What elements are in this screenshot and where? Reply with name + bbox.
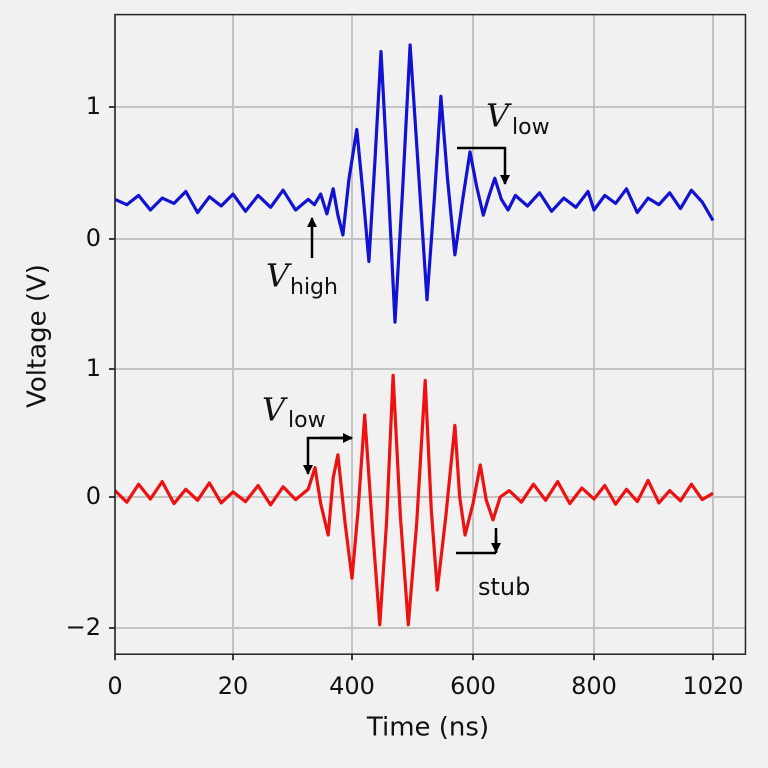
y-tick-label: 1 [86,354,101,382]
x-tick-label: 800 [571,672,617,700]
annotation: V [266,257,292,295]
x-tick-label: 600 [450,672,496,700]
y-tick-label: 0 [86,224,101,252]
annotation-arrow [456,528,498,555]
plot-frame [114,13,747,655]
line-series [115,43,715,324]
annotation: high [290,275,338,300]
annotation: V [262,391,288,429]
y-tick-label: 1 [86,92,101,120]
annotation: low [512,115,550,140]
line-series [115,373,714,627]
grid [114,14,746,655]
y-axis-label: Voltage (V) [23,264,53,408]
x-axis-label: Time (ns) [366,713,489,743]
annotation: stub [478,573,530,601]
annotation: V [486,97,512,135]
plot [115,43,715,627]
x-tick-label: 400 [329,672,375,700]
y-tick-label: 0 [86,482,101,510]
x-tick-label: 20 [218,672,249,700]
annotation-arrow [457,146,510,185]
x-tick-label: 0 [107,672,122,700]
annotation: low [288,408,326,433]
x-tick-label: 1020 [682,672,743,700]
y-tick-label: −2 [66,613,101,641]
